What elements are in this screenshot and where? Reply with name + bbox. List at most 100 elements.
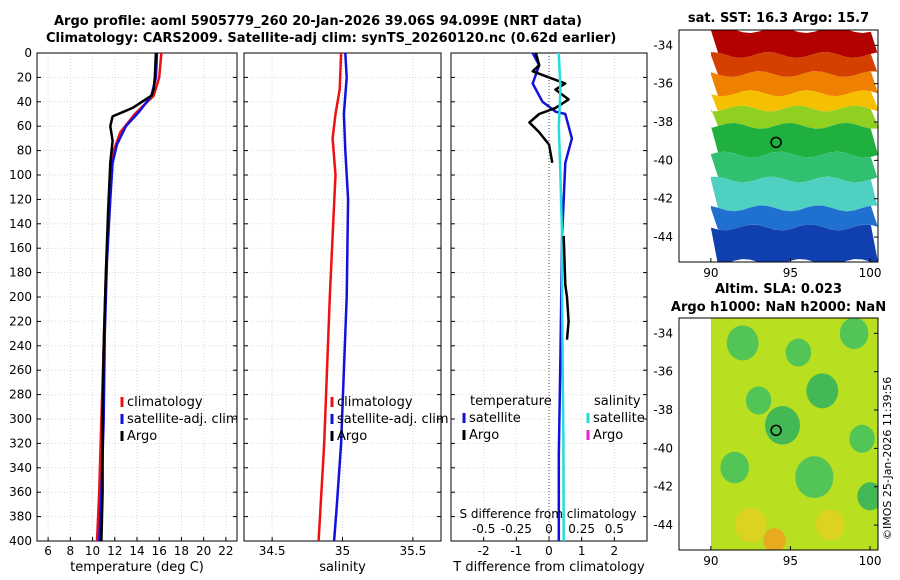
legend-label: climatology bbox=[337, 395, 413, 410]
x-tick-label: 22 bbox=[218, 544, 233, 558]
x-tick-label: 35 bbox=[335, 544, 350, 558]
legend-label: Argo bbox=[593, 428, 623, 443]
x-tick-label: -1 bbox=[510, 544, 522, 558]
sla-anomaly bbox=[849, 424, 875, 453]
y-tick-label: 60 bbox=[17, 119, 32, 133]
legend-label: satellite-adj. clim bbox=[127, 412, 239, 427]
salinity-profile-xlabel: salinity bbox=[319, 560, 366, 575]
x-tick-label: 2 bbox=[611, 544, 619, 558]
series-line bbox=[332, 53, 350, 541]
sla-anomaly bbox=[726, 325, 759, 361]
y-tick-label: -38 bbox=[653, 115, 673, 129]
y-tick-label: 180 bbox=[9, 266, 32, 280]
legend-label: Argo bbox=[337, 429, 367, 444]
y-tick-label: -42 bbox=[653, 480, 673, 494]
sst-band bbox=[710, 30, 878, 58]
s-tick-label: -0.25 bbox=[501, 522, 532, 536]
sla-map: 90 95 100 -34 -36 -38 -40 -42 -44 Altim. SLA: 0.0… bbox=[653, 282, 886, 568]
sst-band bbox=[710, 151, 878, 183]
sst-map-axes-box bbox=[678, 29, 879, 263]
series-line bbox=[317, 53, 343, 541]
sst-map: 90 95 100 -34 -36 -38 -40 -42 -44 sat. SST: 16.3 … bbox=[653, 11, 881, 280]
temperature-profile-xlabel: temperature (deg C) bbox=[70, 560, 204, 575]
y-tick-label: -40 bbox=[653, 441, 673, 455]
legend-title-salinity: salinity bbox=[594, 394, 641, 409]
sla-anomaly bbox=[785, 338, 812, 367]
legend-label: Argo bbox=[127, 429, 157, 444]
sla-anomaly bbox=[720, 451, 750, 484]
y-tick-label: -40 bbox=[653, 153, 673, 167]
salinity-profile: 34.5 35 35.5 salinity climatology satellite-a… bbox=[243, 52, 449, 575]
x-tick-label: 34.5 bbox=[259, 544, 286, 558]
legend-label: satellite bbox=[593, 411, 645, 426]
y-tick-label: -36 bbox=[653, 365, 673, 379]
y-tick-label: 160 bbox=[9, 241, 32, 255]
series-line bbox=[531, 53, 574, 541]
temperature-profile: 6 8 10 12 14 16 18 20 22020406080100120140160180… bbox=[9, 46, 239, 575]
y-tick-label: 320 bbox=[9, 436, 32, 450]
s-tick-label: 0.5 bbox=[605, 522, 624, 536]
x-tick-label: 100 bbox=[859, 554, 882, 568]
x-tick-label: 90 bbox=[703, 266, 718, 280]
x-tick-label: 14 bbox=[129, 544, 144, 558]
y-tick-label: 120 bbox=[9, 192, 32, 206]
imos-credit: ©IMOS 25-Jan-2026 11:39:56 bbox=[881, 376, 894, 540]
series-line bbox=[100, 53, 158, 541]
y-tick-label: 0 bbox=[24, 46, 32, 60]
y-tick-label: 260 bbox=[9, 363, 32, 377]
sla-map-title-line2: Argo h1000: NaN h2000: NaN bbox=[671, 300, 886, 315]
y-tick-label: -44 bbox=[653, 230, 673, 244]
y-tick-label: -34 bbox=[653, 326, 673, 340]
sla-anomaly bbox=[857, 482, 879, 511]
x-tick-label: 10 bbox=[85, 544, 100, 558]
sla-anomaly bbox=[806, 373, 839, 409]
y-tick-label: 20 bbox=[17, 70, 32, 84]
y-tick-label: -34 bbox=[653, 38, 673, 52]
x-tick-label: 95 bbox=[783, 266, 798, 280]
sla-map-axes-box bbox=[678, 317, 879, 551]
sst-band bbox=[710, 90, 878, 112]
sst-band bbox=[710, 176, 878, 212]
sst-band bbox=[710, 224, 878, 262]
sla-anomaly bbox=[839, 318, 869, 350]
y-tick-label: 80 bbox=[17, 144, 32, 158]
y-tick-label: 40 bbox=[17, 95, 32, 109]
legend-label: Argo bbox=[469, 428, 499, 443]
x-tick-label: 18 bbox=[174, 544, 189, 558]
y-tick-label: 220 bbox=[9, 314, 32, 328]
sst-map-title: sat. SST: 16.3 Argo: 15.7 bbox=[688, 11, 869, 26]
legend-title-temperature: temperature bbox=[470, 394, 552, 409]
sst-map-field bbox=[710, 30, 878, 262]
sst-band bbox=[710, 51, 878, 78]
s-tick-label: -0.5 bbox=[472, 522, 495, 536]
y-tick-label: 380 bbox=[9, 510, 32, 524]
y-tick-label: 360 bbox=[9, 485, 32, 499]
sla-map-field bbox=[710, 318, 879, 550]
y-tick-label: 340 bbox=[9, 461, 32, 475]
s-axis-label: S difference from climatology bbox=[460, 507, 637, 521]
sla-anomaly bbox=[795, 456, 834, 499]
y-tick-label: 240 bbox=[9, 339, 32, 353]
s-tick-label: 0.25 bbox=[568, 522, 595, 536]
temperature-profile-series-group bbox=[95, 53, 163, 541]
x-tick-label: 20 bbox=[196, 544, 211, 558]
series-line bbox=[528, 53, 570, 164]
sla-anomaly bbox=[763, 528, 786, 550]
x-tick-label: 90 bbox=[703, 554, 718, 568]
sst-band bbox=[710, 71, 878, 97]
y-tick-label: 400 bbox=[9, 534, 32, 548]
y-tick-label: 300 bbox=[9, 412, 32, 426]
x-tick-label: 8 bbox=[67, 544, 75, 558]
x-tick-label: 95 bbox=[783, 554, 798, 568]
y-tick-label: 140 bbox=[9, 217, 32, 231]
sla-anomaly bbox=[734, 507, 767, 543]
sla-anomaly bbox=[764, 406, 800, 445]
x-tick-label: 16 bbox=[152, 544, 167, 558]
sla-map-title-line1: Altim. SLA: 0.023 bbox=[715, 282, 842, 297]
difference-profile: -2 -1 0 1 2 T difference from climatology S di… bbox=[450, 52, 648, 575]
figure-title-line2: Climatology: CARS2009. Satellite-adj cli… bbox=[46, 31, 617, 46]
x-tick-label: 0 bbox=[545, 544, 553, 558]
y-tick-label: -42 bbox=[653, 192, 673, 206]
sla-anomaly bbox=[745, 386, 772, 415]
